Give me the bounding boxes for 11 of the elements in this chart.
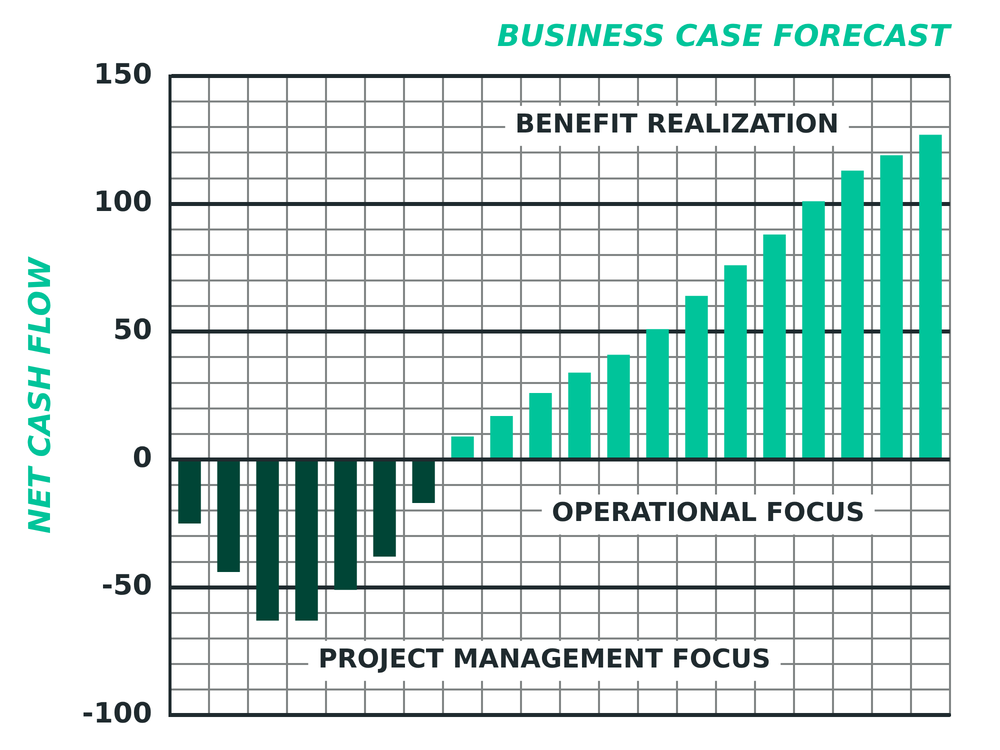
y-tick-label: 150 (94, 57, 152, 90)
y-tick-label: -50 (101, 568, 152, 602)
chart-title: BUSINESS CASE FORECAST (497, 18, 953, 54)
y-tick-label: 50 (113, 312, 152, 346)
annotation: PROJECT MANAGEMENT FOCUS (318, 644, 771, 675)
y-axis-title: NET CASH FLOW (22, 256, 58, 534)
y-tick-label: -100 (82, 696, 152, 730)
annotation: BENEFIT REALIZATION (515, 110, 839, 140)
annotation: OPERATIONAL FOCUS (552, 498, 865, 528)
y-tick-label: 0 (132, 440, 152, 474)
y-tick-label: 100 (94, 185, 152, 218)
